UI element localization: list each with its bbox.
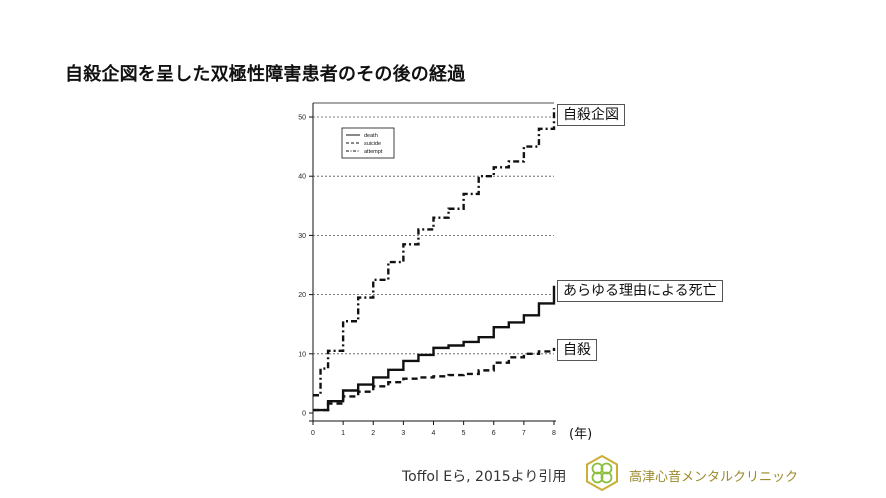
x-tick-label-1: 1 xyxy=(341,430,345,437)
clinic-name: 高津心音メンタルクリニック xyxy=(629,470,799,485)
callout-death: あらゆる理由による死亡 xyxy=(557,280,723,302)
x-tick-label-5: 5 xyxy=(462,430,466,437)
legend-box xyxy=(341,127,395,159)
slide-title: 自殺企図を呈した双極性障害患者のその後の経過 xyxy=(65,64,466,85)
series-line-attempt xyxy=(313,108,556,397)
y-tick-label-0: 0 xyxy=(302,411,306,418)
y-tick-label-20: 20 xyxy=(298,292,306,299)
x-tick-label-3: 3 xyxy=(401,430,405,437)
legend-label-attempt: attempt xyxy=(364,149,383,155)
y-tick-label-30: 30 xyxy=(298,233,306,240)
y-tick-label-40: 40 xyxy=(298,174,306,181)
y-tick-label-10: 10 xyxy=(298,351,306,358)
callout-suicide: 自殺 xyxy=(557,339,597,361)
x-tick-label-0: 0 xyxy=(311,430,315,437)
callout-attempt: 自殺企図 xyxy=(557,104,625,126)
legend-label-suicide: suicide xyxy=(364,141,381,147)
clover-hexagon-logo-icon xyxy=(586,455,618,491)
x-tick-label-2: 2 xyxy=(371,430,375,437)
y-tick-label-50: 50 xyxy=(298,115,306,122)
x-tick-label-7: 7 xyxy=(522,430,526,437)
citation: Toffol Eら, 2015より引用 xyxy=(402,469,567,485)
legend-label-death: death xyxy=(364,133,378,139)
x-tick-label-6: 6 xyxy=(492,430,496,437)
x-axis-unit: (年) xyxy=(569,427,593,442)
x-tick-label-8: 8 xyxy=(552,430,556,437)
series-line-death xyxy=(313,285,556,412)
series-line-suicide xyxy=(313,347,556,412)
x-tick-label-4: 4 xyxy=(432,430,436,437)
